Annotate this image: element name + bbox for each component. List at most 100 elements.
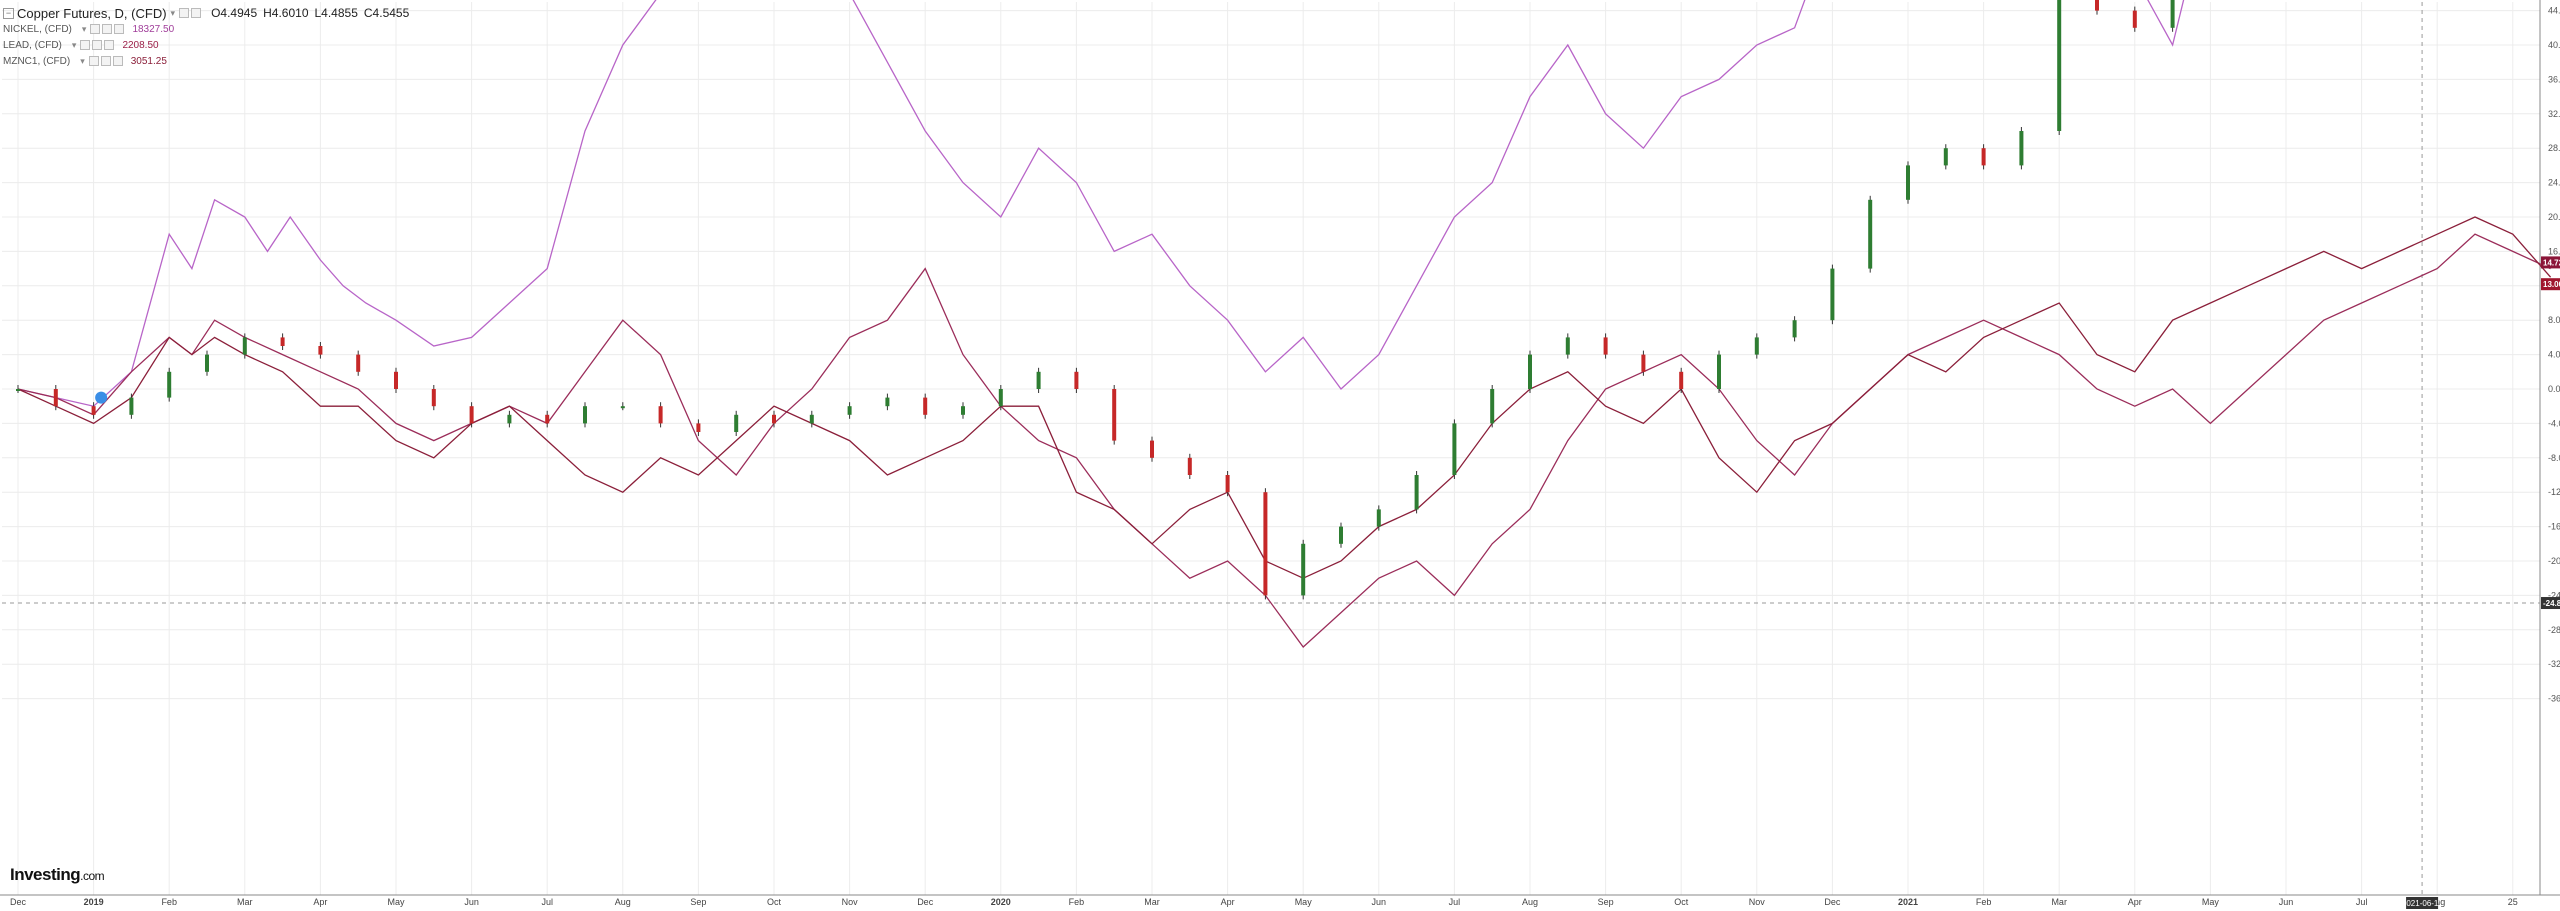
event-marker-icon <box>95 391 108 404</box>
close-icon[interactable] <box>114 24 125 34</box>
chevron-down-icon[interactable]: ▾ <box>71 39 77 50</box>
candle-body <box>1717 354 1721 389</box>
x-tick-label: Apr <box>2128 897 2142 907</box>
price-badge-label: 14.72% <box>2543 258 2560 267</box>
candle-body <box>961 406 965 415</box>
y-tick-label: -24.00% <box>2548 590 2560 600</box>
x-tick-label: Feb <box>1069 897 1085 907</box>
price-badge <box>2541 597 2560 610</box>
candle-body <box>53 389 58 407</box>
legend-series-row[interactable]: NICKEL, (CFD) ▾ 18327.50 <box>3 21 409 37</box>
price-badge <box>2541 256 2560 269</box>
candle-body <box>1414 475 1419 510</box>
y-tick-label: 32.00% <box>2548 109 2560 119</box>
x-tick-label: 2019 <box>84 897 104 907</box>
candle-body <box>469 406 474 424</box>
series-line <box>17 216 2552 579</box>
candle-body <box>1150 440 1154 458</box>
x-tick-label: Mar <box>237 897 253 907</box>
candle-body <box>1301 543 1306 596</box>
candle-body <box>318 346 323 355</box>
y-tick-label: 4.00% <box>2548 350 2560 360</box>
legend-series-row[interactable]: LEAD, (CFD) ▾ 2208.50 <box>3 37 409 53</box>
candle-body <box>658 406 663 424</box>
legend-series-name: LEAD, (CFD) <box>3 39 62 51</box>
settings-icon[interactable] <box>102 24 113 34</box>
y-tick-label: -4.00% <box>2548 418 2560 428</box>
candle-body <box>1792 320 1797 338</box>
x-tick-label: Feb <box>161 897 177 907</box>
x-tick-label: Jun <box>1372 897 1387 907</box>
x-tick-label: Jul <box>1449 897 1461 907</box>
y-tick-label: 16.00% <box>2548 246 2560 256</box>
chevron-down-icon[interactable]: ▾ <box>170 7 176 18</box>
legend-main-symbol[interactable]: Copper Futures, D, (CFD) <box>17 5 167 21</box>
candle-body <box>16 389 20 391</box>
crosshair-date-label: 2021-06-11 <box>2402 899 2443 908</box>
settings-icon[interactable] <box>92 40 103 50</box>
y-tick-label: -20.00% <box>2548 556 2560 566</box>
candle-body <box>129 397 134 415</box>
candle-body <box>2095 0 2099 11</box>
x-tick-label: Jun <box>464 897 479 907</box>
candle-body <box>1187 457 1192 475</box>
legend-open: O4.4945 <box>211 5 258 20</box>
close-icon[interactable] <box>112 56 123 66</box>
legend-close: C4.5455 <box>363 5 410 20</box>
y-tick-label: 8.00% <box>2548 315 2560 325</box>
candle-body <box>847 406 852 415</box>
y-tick-label: -36.00% <box>2548 694 2560 704</box>
candle-body <box>1565 337 1570 355</box>
collapse-icon[interactable]: − <box>3 7 14 19</box>
visibility-icon[interactable] <box>179 8 190 18</box>
crosshair-date-badge <box>2406 897 2439 909</box>
x-tick-label: Nov <box>1749 897 1766 907</box>
legend-high: H4.6010 <box>263 5 309 20</box>
y-tick-label: 28.00% <box>2548 143 2560 153</box>
chevron-down-icon[interactable]: ▾ <box>80 55 85 66</box>
candle-body <box>1603 337 1608 355</box>
candle-body <box>1981 148 1986 166</box>
visibility-icon[interactable] <box>90 24 101 34</box>
x-tick-label: Sep <box>690 897 706 907</box>
visibility-icon[interactable] <box>80 40 91 50</box>
candle-body <box>772 414 776 424</box>
candle-body <box>1641 354 1646 372</box>
candle-body <box>734 414 739 432</box>
candle-body <box>885 397 890 407</box>
candle-body <box>167 371 172 398</box>
legend-series-row[interactable]: MZNC1, (CFD) ▾ 3051.25 <box>3 53 409 69</box>
logo-suffix: .com <box>80 869 105 883</box>
candle-body <box>1263 492 1268 596</box>
x-tick-label: Aug <box>615 897 631 907</box>
y-tick-label: -28.00% <box>2548 625 2560 635</box>
candle-body <box>1528 354 1532 389</box>
x-tick-label: May <box>1295 897 1313 907</box>
x-tick-label: Oct <box>767 897 782 907</box>
x-tick-label: 25 <box>2508 897 2518 907</box>
candle-body <box>2019 131 2024 166</box>
close-icon[interactable] <box>104 40 115 50</box>
candle-body <box>1112 389 1117 441</box>
candle-body <box>1074 371 1079 389</box>
chevron-down-icon[interactable]: ▾ <box>81 23 87 34</box>
y-tick-label: -16.00% <box>2548 522 2560 532</box>
candle-body <box>696 423 701 432</box>
investing-logo: Investing.com <box>10 865 105 885</box>
candle-body <box>1868 199 1873 269</box>
x-tick-label: Dec <box>917 897 934 907</box>
x-tick-label: Feb <box>1976 897 1992 907</box>
candle-body <box>507 414 512 424</box>
settings-icon[interactable] <box>191 8 202 18</box>
series-line <box>17 0 2185 407</box>
candle-body <box>2170 0 2175 28</box>
legend-series-value: 2208.50 <box>122 39 159 51</box>
visibility-icon[interactable] <box>88 56 99 66</box>
candle-body <box>280 337 285 346</box>
settings-icon[interactable] <box>100 56 111 66</box>
y-tick-label: -8.00% <box>2548 453 2560 463</box>
candle-body <box>2057 0 2062 132</box>
candle-body <box>431 389 436 407</box>
chart-legend: − Copper Futures, D, (CFD) ▾ O4.4945 H4.… <box>3 5 409 69</box>
